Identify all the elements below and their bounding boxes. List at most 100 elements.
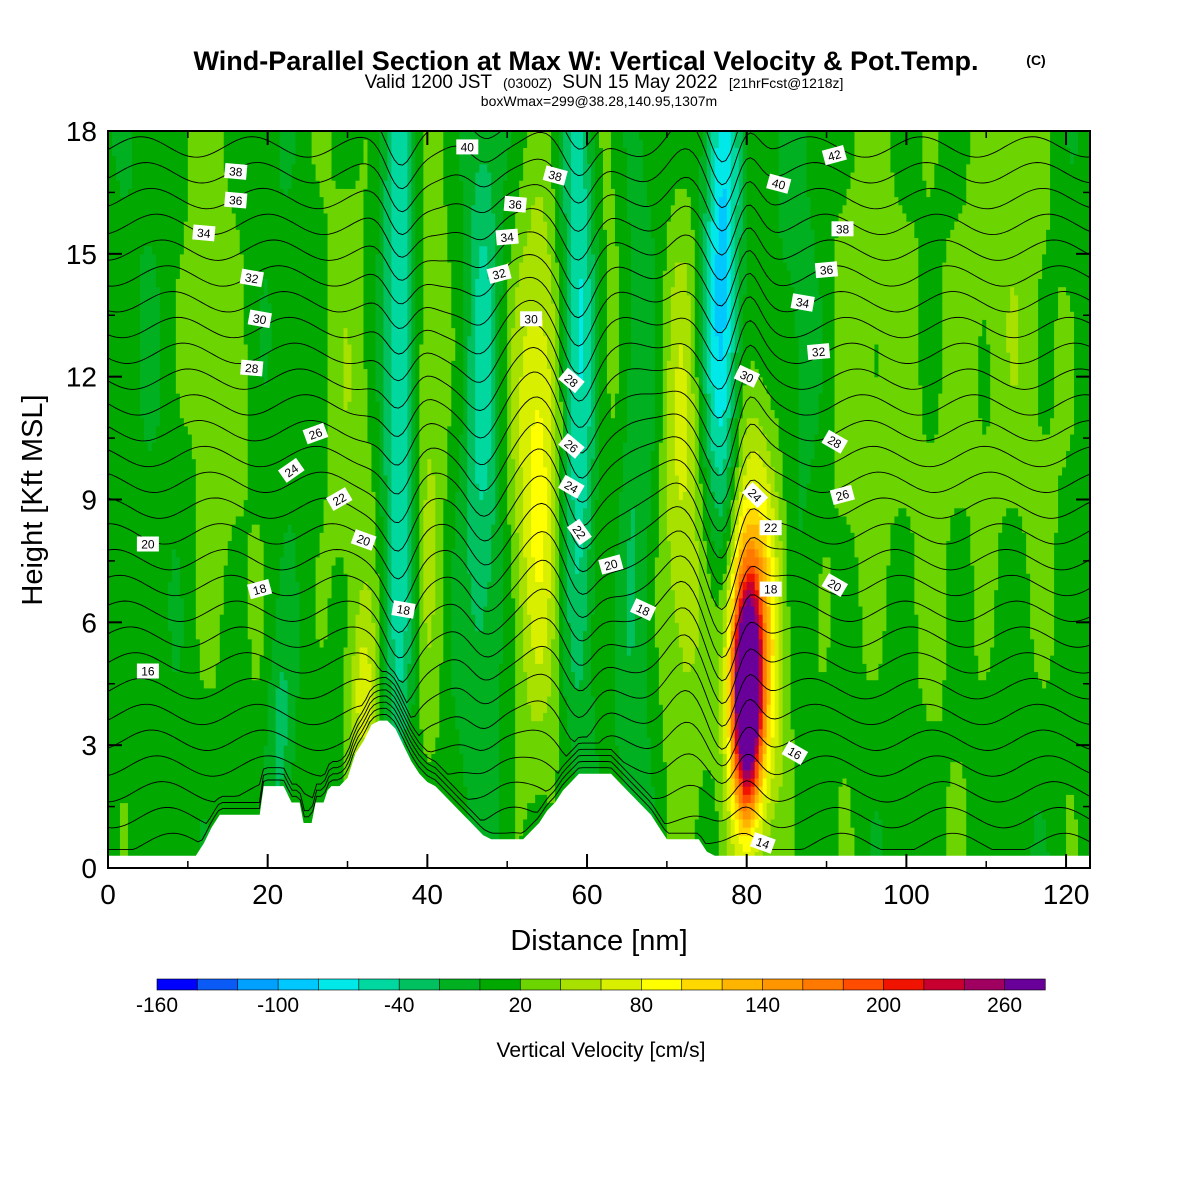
- field-cell: [195, 196, 201, 206]
- field-cell: [147, 139, 153, 148]
- field-cell: [215, 712, 221, 722]
- field-cell: [123, 696, 129, 705]
- field-cell: [215, 679, 221, 689]
- field-cell: [247, 565, 253, 574]
- field-cell: [239, 794, 245, 804]
- field-cell: [151, 196, 157, 206]
- field-cell: [143, 212, 149, 222]
- field-cell: [247, 614, 253, 623]
- field-cell: [159, 499, 165, 509]
- field-cell: [115, 368, 121, 378]
- field-cell: [299, 573, 305, 582]
- field-cell: [108, 262, 113, 271]
- field-cell: [295, 499, 301, 509]
- field-cell: [275, 655, 281, 664]
- field-cell: [119, 540, 125, 550]
- field-cell: [315, 327, 321, 337]
- field-cell: [215, 777, 221, 787]
- field-cell: [211, 311, 217, 320]
- field-cell: [163, 237, 169, 247]
- field-cell: [207, 343, 213, 353]
- field-cell: [239, 499, 245, 509]
- field-cell: [279, 352, 285, 361]
- field-cell: [171, 835, 177, 845]
- field-cell: [163, 409, 169, 419]
- field-cell: [207, 556, 213, 566]
- field-cell: [179, 196, 185, 206]
- field-cell: [287, 589, 293, 599]
- field-cell: [255, 622, 261, 632]
- field-cell: [303, 769, 309, 779]
- field-cell: [119, 343, 125, 353]
- field-cell: [163, 450, 169, 460]
- field-cell: [147, 581, 153, 591]
- field-cell: [207, 540, 213, 550]
- field-cell: [111, 565, 117, 574]
- field-cell: [203, 777, 209, 787]
- field-cell: [243, 458, 249, 468]
- field-cell: [171, 622, 177, 632]
- field-cell: [139, 393, 145, 402]
- field-cell: [203, 540, 209, 550]
- field-cell: [131, 237, 137, 247]
- field-cell: [179, 188, 185, 198]
- field-cell: [167, 630, 173, 640]
- field-cell: [259, 245, 265, 255]
- field-cell: [147, 286, 153, 296]
- field-cell: [139, 679, 145, 689]
- field-cell: [227, 753, 233, 763]
- field-cell: [239, 638, 245, 648]
- field-cell: [211, 360, 217, 370]
- field-cell: [163, 155, 169, 165]
- field-cell: [143, 573, 149, 582]
- field-cell: [111, 638, 117, 648]
- field-cell: [231, 524, 237, 533]
- field-cell: [171, 532, 177, 542]
- field-cell: [139, 376, 145, 386]
- field-cell: [195, 155, 201, 165]
- field-cell: [263, 155, 269, 165]
- field-cell: [127, 556, 133, 566]
- field-cell: [307, 368, 313, 378]
- field-cell: [115, 827, 121, 836]
- field-cell: [143, 401, 149, 411]
- field-cell: [159, 835, 165, 845]
- field-cell: [295, 335, 301, 345]
- field-cell: [211, 802, 217, 812]
- field-cell: [303, 589, 309, 599]
- field-cell: [307, 548, 313, 558]
- field-cell: [251, 262, 257, 271]
- field-cell: [223, 278, 229, 288]
- field-cell: [143, 311, 149, 320]
- field-cell: [163, 835, 169, 845]
- field-cell: [147, 147, 153, 157]
- field-cell: [239, 188, 245, 198]
- field-cell: [247, 417, 253, 427]
- field-cell: [199, 671, 205, 681]
- field-cell: [223, 736, 229, 746]
- field-cell: [108, 204, 113, 214]
- field-cell: [319, 376, 325, 386]
- field-cell: [115, 802, 121, 812]
- field-cell: [295, 556, 301, 566]
- field-cell: [199, 188, 205, 198]
- field-cell: [151, 171, 157, 181]
- field-cell: [295, 212, 301, 222]
- field-cell: [203, 474, 209, 484]
- field-cell: [171, 286, 177, 296]
- field-cell: [231, 393, 237, 402]
- field-cell: [307, 597, 313, 607]
- field-cell: [255, 417, 261, 427]
- field-cell: [263, 491, 269, 501]
- field-cell: [115, 753, 121, 763]
- field-cell: [315, 409, 321, 419]
- field-cell: [167, 679, 173, 689]
- field-cell: [139, 204, 145, 214]
- field-cell: [187, 605, 193, 615]
- field-cell: [259, 180, 265, 189]
- field-cell: [171, 507, 177, 517]
- field-cell: [171, 196, 177, 206]
- field-cell: [287, 507, 293, 517]
- field-cell: [255, 573, 261, 582]
- field-cell: [311, 401, 317, 411]
